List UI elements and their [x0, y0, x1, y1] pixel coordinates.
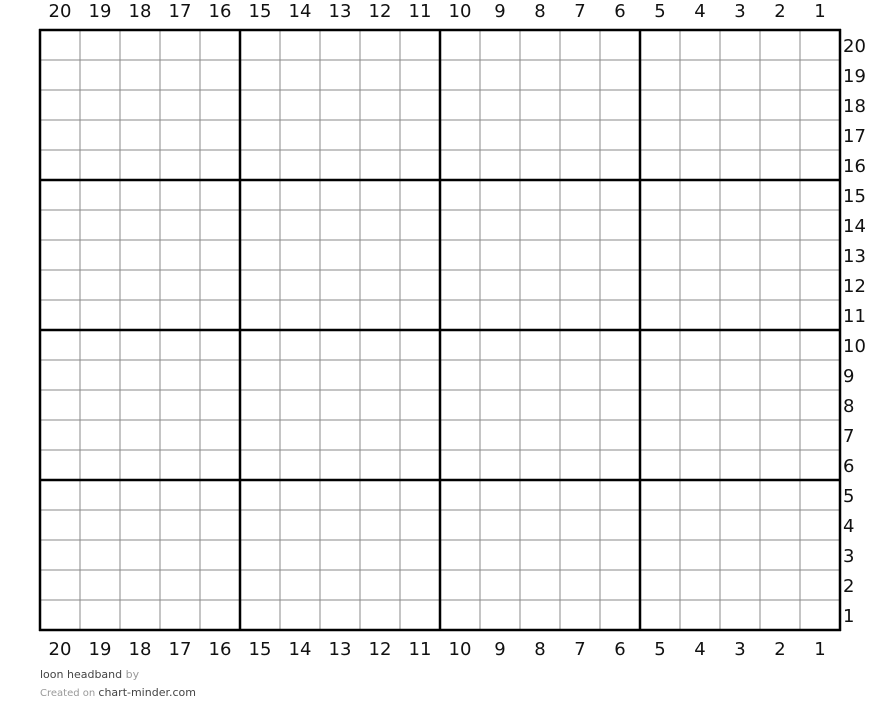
row-label: 2: [843, 576, 854, 597]
row-label: 12: [843, 276, 866, 297]
row-label: 15: [843, 186, 866, 207]
column-label-top: 14: [289, 1, 312, 22]
column-label-top: 1: [814, 1, 825, 22]
pattern-credit: loon headband by: [40, 668, 139, 681]
pattern-name: loon headband: [40, 668, 123, 681]
row-label: 11: [843, 306, 866, 327]
row-label: 5: [843, 486, 854, 507]
column-label-bottom: 6: [614, 639, 625, 660]
row-label: 19: [843, 66, 866, 87]
column-label-top: 12: [369, 1, 392, 22]
column-label-bottom: 20: [49, 639, 72, 660]
column-label-top: 7: [574, 1, 585, 22]
column-label-top: 8: [534, 1, 545, 22]
row-label: 18: [843, 96, 866, 117]
site-link[interactable]: chart-minder.com: [98, 686, 196, 699]
row-label: 7: [843, 426, 854, 447]
row-label: 1: [843, 606, 854, 627]
row-label: 20: [843, 36, 866, 57]
column-label-bottom: 16: [209, 639, 232, 660]
column-label-top: 3: [734, 1, 745, 22]
column-label-top: 13: [329, 1, 352, 22]
column-label-bottom: 8: [534, 639, 545, 660]
row-label: 6: [843, 456, 854, 477]
column-label-top: 5: [654, 1, 665, 22]
column-label-bottom: 10: [449, 639, 472, 660]
column-label-bottom: 7: [574, 639, 585, 660]
row-label: 16: [843, 156, 866, 177]
column-label-bottom: 3: [734, 639, 745, 660]
column-label-bottom: 15: [249, 639, 272, 660]
row-label: 14: [843, 216, 866, 237]
column-label-bottom: 9: [494, 639, 505, 660]
column-label-bottom: 12: [369, 639, 392, 660]
column-label-top: 4: [694, 1, 705, 22]
column-label-bottom: 13: [329, 639, 352, 660]
column-label-top: 9: [494, 1, 505, 22]
column-label-top: 10: [449, 1, 472, 22]
created-on: Created on chart-minder.com: [40, 686, 196, 699]
column-label-top: 6: [614, 1, 625, 22]
column-label-top: 16: [209, 1, 232, 22]
column-label-bottom: 18: [129, 639, 152, 660]
column-label-top: 20: [49, 1, 72, 22]
column-label-top: 19: [89, 1, 112, 22]
row-label: 9: [843, 366, 854, 387]
column-label-bottom: 2: [774, 639, 785, 660]
column-label-top: 11: [409, 1, 432, 22]
column-label-bottom: 5: [654, 639, 665, 660]
created-on-text: Created on: [40, 688, 96, 699]
column-label-bottom: 11: [409, 639, 432, 660]
column-label-bottom: 1: [814, 639, 825, 660]
row-label: 13: [843, 246, 866, 267]
row-label: 8: [843, 396, 854, 417]
column-label-top: 2: [774, 1, 785, 22]
column-label-top: 15: [249, 1, 272, 22]
column-label-bottom: 14: [289, 639, 312, 660]
column-label-bottom: 4: [694, 639, 705, 660]
column-label-bottom: 19: [89, 639, 112, 660]
column-label-top: 18: [129, 1, 152, 22]
row-label: 17: [843, 126, 866, 147]
column-label-bottom: 17: [169, 639, 192, 660]
by-text: by: [125, 668, 140, 681]
row-label: 10: [843, 336, 866, 357]
column-label-top: 17: [169, 1, 192, 22]
row-label: 3: [843, 546, 854, 567]
row-label: 4: [843, 516, 854, 537]
